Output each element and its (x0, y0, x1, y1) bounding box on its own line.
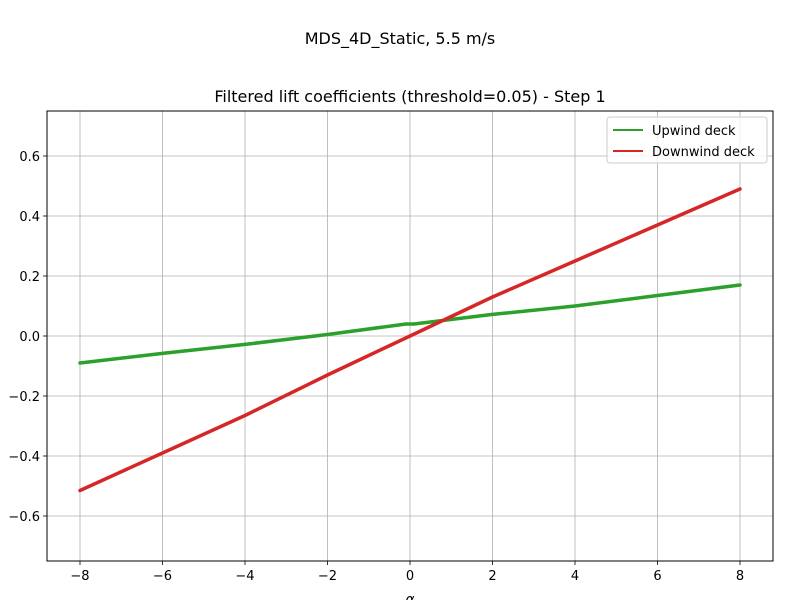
y-tick-label: 0.4 (19, 210, 40, 225)
x-tick-label: 2 (488, 569, 496, 584)
x-axis: −8 −6 −4 −2 0 2 4 6 8 (70, 561, 744, 584)
x-tick-label: −4 (235, 569, 254, 584)
y-tick-label: 0.2 (19, 270, 40, 285)
legend-label: Upwind deck (652, 124, 736, 139)
x-tick-label: 8 (736, 569, 744, 584)
x-tick-label: 0 (406, 569, 414, 584)
x-tick-label: −8 (70, 569, 89, 584)
series-line-downwind-deck (78, 187, 742, 493)
chart-title: Filtered lift coefficients (threshold=0.… (214, 87, 605, 106)
y-tick-label: −0.4 (8, 450, 40, 465)
x-tick-label: −6 (153, 569, 172, 584)
series-line-upwind-deck (78, 283, 742, 365)
legend: Upwind deck Downwind deck (606, 116, 768, 164)
y-tick-label: −0.6 (8, 510, 40, 525)
figure-suptitle: MDS_4D_Static, 5.5 m/s (305, 29, 496, 49)
legend-label: Downwind deck (652, 145, 755, 160)
y-tick-label: 0.0 (19, 330, 40, 345)
y-tick-label: 0.6 (19, 150, 40, 165)
x-tick-label: 6 (653, 569, 661, 584)
x-tick-label: 4 (571, 569, 579, 584)
y-axis: −0.6 −0.4 −0.2 0.0 0.2 0.4 0.6 (8, 150, 47, 525)
x-axis-label: α (405, 592, 415, 600)
x-tick-label: −2 (318, 569, 337, 584)
series-layer (78, 187, 742, 493)
legend-frame (606, 116, 768, 164)
y-tick-label: −0.2 (8, 390, 40, 405)
